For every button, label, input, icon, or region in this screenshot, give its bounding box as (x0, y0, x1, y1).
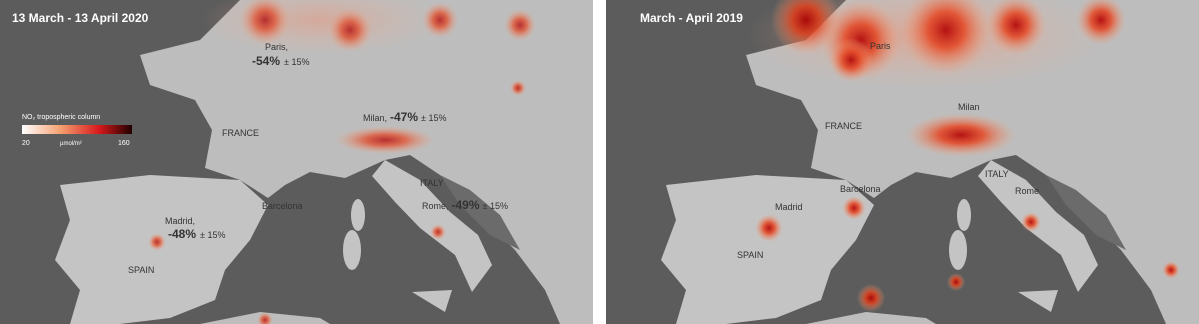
panel-2020: 13 March - 13 April 2020 Paris, -54% ± 15%… (0, 0, 593, 324)
city-name: Paris, (265, 42, 288, 52)
city-change: -49% (452, 198, 480, 212)
legend-title: NO₂ tropospheric column (22, 114, 100, 121)
city-label: Milan (958, 102, 980, 112)
city-change: -54% (252, 54, 280, 68)
city-label: Rome (1015, 186, 1039, 196)
divider (593, 0, 606, 324)
country-label: ITALY (420, 178, 444, 188)
panel-title: March - April 2019 (640, 11, 743, 25)
country-label: SPAIN (737, 250, 763, 260)
city-label: Paris, -54% ± 15% (252, 42, 309, 68)
no2-hotspots (746, 0, 1180, 312)
legend-max: 160 (118, 140, 130, 147)
no2-hotspots (148, 0, 536, 324)
city-uncertainty: ± 15% (483, 201, 508, 211)
city-label: Madrid (775, 202, 803, 212)
country-label: FRANCE (825, 121, 862, 131)
country-label: FRANCE (222, 128, 259, 138)
city-change: -48% (168, 227, 196, 241)
city-label: Barcelona (840, 184, 881, 194)
city-label: Madrid, -48% ± 15% (165, 216, 225, 241)
panel-2019: March - April 2019 Paris FRANCE Milan IT… (606, 0, 1199, 324)
panel-title: 13 March - 13 April 2020 (12, 11, 149, 25)
legend-unit: µmol/m² (60, 141, 82, 147)
city-name: Rome, (422, 201, 449, 211)
country-label: ITALY (985, 169, 1009, 179)
country-label: SPAIN (128, 265, 154, 275)
city-uncertainty: ± 15% (200, 230, 225, 240)
city-name: Madrid, (165, 216, 195, 226)
city-label: Milan, -47% ± 15% (363, 110, 446, 124)
city-uncertainty: ± 15% (284, 57, 309, 67)
color-scale (22, 125, 132, 134)
city-label: Barcelona (262, 201, 303, 211)
city-name: Milan, (363, 113, 387, 123)
city-label: Paris (870, 41, 891, 51)
city-change: -47% (390, 110, 418, 124)
legend: NO₂ tropospheric column 20 µmol/m² 160 (22, 114, 132, 147)
legend-min: 20 (22, 140, 30, 147)
city-uncertainty: ± 15% (421, 113, 446, 123)
city-label: Rome, -49% ± 15% (422, 198, 508, 212)
